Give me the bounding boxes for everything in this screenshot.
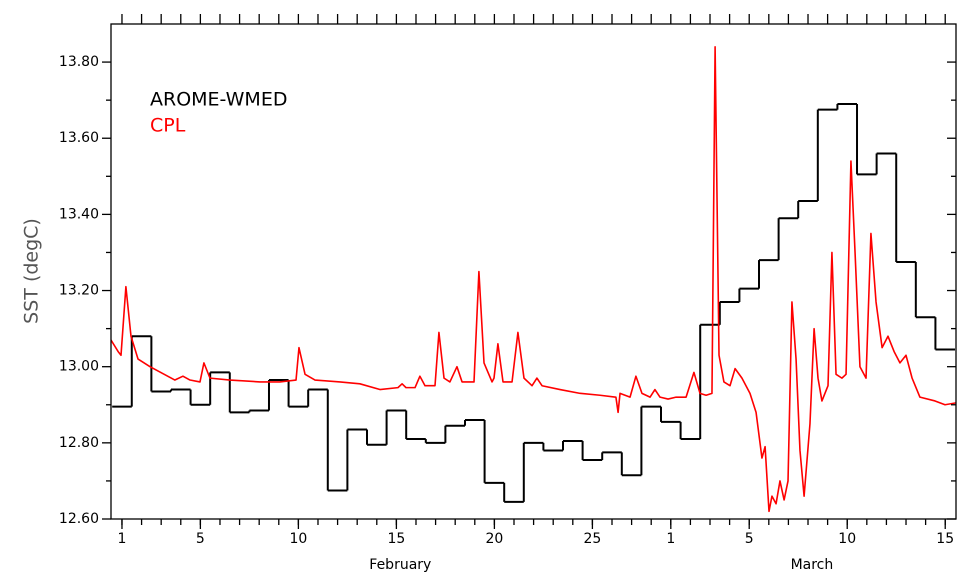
x-tick-label: 1	[118, 531, 127, 547]
y-tick-label: 13.80	[59, 54, 99, 70]
x-tick-label: 15	[387, 531, 405, 547]
x-tick-label: 10	[838, 531, 856, 547]
month-label: March	[791, 557, 834, 573]
x-tick-label: 5	[196, 531, 205, 547]
x-tick-label: 25	[583, 531, 601, 547]
y-axis-label: SST (degC)	[21, 218, 43, 324]
y-tick-label: 13.40	[59, 206, 99, 222]
y-tick-label: 12.60	[59, 511, 99, 527]
y-tick-label: 13.00	[59, 359, 99, 375]
x-tick-label: 10	[289, 531, 307, 547]
y-tick-label: 13.60	[59, 130, 99, 146]
x-tick-label: 5	[745, 531, 754, 547]
x-tick-label: 15	[936, 531, 954, 547]
x-tick-label: 1	[666, 531, 675, 547]
x-tick-label: 20	[485, 531, 503, 547]
line-series	[111, 46, 956, 513]
y-tick-label: 12.80	[59, 435, 99, 451]
legend-entry: AROME-WMED	[150, 89, 287, 111]
month-label: February	[369, 557, 431, 573]
plot-marks	[111, 46, 956, 513]
legend-entry: CPL	[150, 115, 186, 137]
y-tick-label: 13.20	[59, 283, 99, 299]
